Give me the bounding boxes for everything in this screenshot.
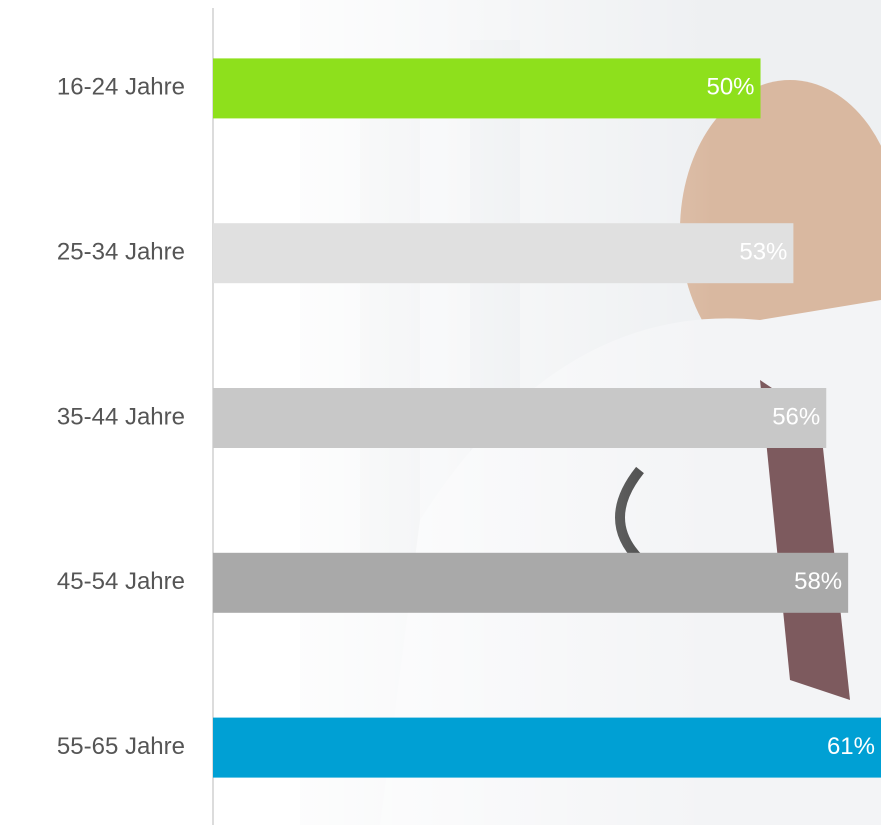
bar (213, 58, 761, 118)
bar (213, 718, 881, 778)
chart: 16-24 Jahre 50% 25-34 Jahre 53% 35-44 Jahre 5… (0, 0, 881, 825)
bar (213, 553, 848, 613)
value-label: 61% (827, 733, 875, 760)
page: 16-24 Jahre 50% 25-34 Jahre 53% 35-44 Jahre 5… (0, 0, 881, 825)
bar (213, 223, 793, 283)
category-label: 45-54 Jahre (57, 568, 185, 595)
category-label: 25-34 Jahre (57, 239, 185, 266)
value-label: 50% (706, 74, 754, 101)
bar (213, 388, 826, 448)
value-label: 58% (794, 568, 842, 595)
category-label: 35-44 Jahre (57, 403, 185, 430)
category-label: 16-24 Jahre (57, 74, 185, 101)
value-label: 56% (772, 403, 820, 430)
value-label: 53% (739, 239, 787, 266)
category-label: 55-65 Jahre (57, 733, 185, 760)
